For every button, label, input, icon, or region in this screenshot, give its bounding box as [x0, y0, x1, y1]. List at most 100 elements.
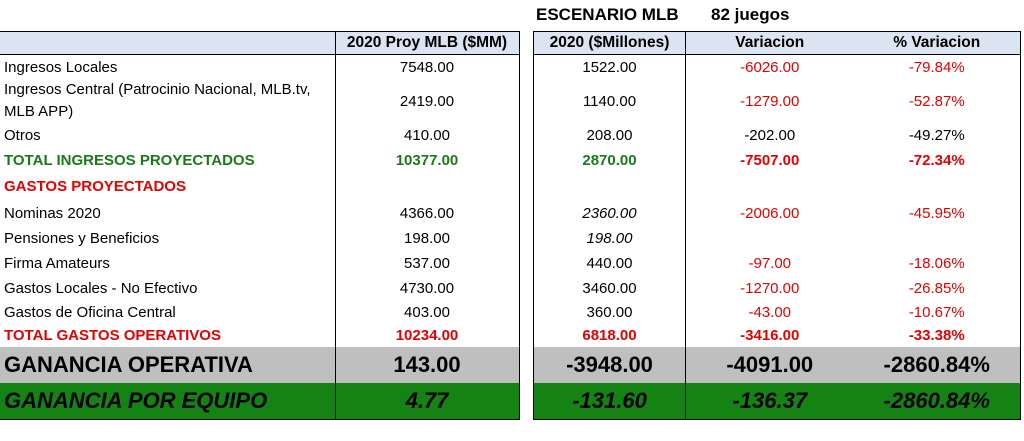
header-proj: 2020 Proy MLB ($MM)	[334, 31, 520, 55]
millones-value: 198.00	[533, 226, 686, 250]
proj-value: 10377.00	[334, 147, 520, 173]
proj-value: 10234.00	[334, 324, 520, 347]
table-row: 2870.00 -7507.00 -72.34%	[533, 147, 1021, 173]
header-pct-variacion: % Variacion	[853, 31, 1021, 55]
header-row: 2020 ($Millones) Variacion % Variacion	[533, 31, 1021, 55]
table-row: Pensiones y Beneficios 198.00	[0, 226, 520, 250]
per-team-profit-row: -131.60 -136.37 -2860.84%	[533, 383, 1021, 420]
pct-value: -2860.84%	[853, 347, 1021, 383]
table-row: Gastos de Oficina Central 403.00	[0, 300, 520, 324]
variacion-value: -7507.00	[740, 151, 800, 169]
table-row: 440.00 -97.00 -18.06%	[533, 250, 1021, 276]
variacion-value: -4091.00	[685, 347, 854, 383]
table-row: 6818.00 -3416.00 -33.38%	[533, 324, 1021, 347]
proj-value: 143.00	[334, 347, 520, 383]
row-label: Nominas 2020	[4, 204, 101, 222]
variacion-value: -1279.00	[740, 92, 800, 110]
row-label: Ingresos Central (Patrocinio Nacional, M…	[4, 81, 311, 120]
pct-value: -33.38%	[853, 324, 1021, 347]
row-label: Gastos Locales - No Efectivo	[4, 279, 198, 297]
operating-profit-row: -3948.00 -4091.00 -2860.84%	[533, 347, 1021, 383]
millones-value: 2360.00	[533, 200, 686, 226]
table-row: Otros 410.00	[0, 123, 520, 147]
table-row: 208.00 -202.00 -49.27%	[533, 123, 1021, 147]
millones-value: 6818.00	[533, 324, 686, 347]
pct-value: -79.84%	[853, 54, 1021, 79]
header-row: 2020 Proy MLB ($MM)	[0, 31, 520, 55]
proj-value: 4.77	[334, 383, 520, 420]
pct-value: -18.06%	[853, 250, 1021, 276]
table-row: Ingresos Central (Patrocinio Nacional, M…	[0, 79, 520, 123]
millones-value: -3948.00	[533, 347, 686, 383]
variacion-value: -2006.00	[740, 204, 800, 222]
variacion-value: -97.00	[748, 254, 792, 272]
scenario-table: 2020 ($Millones) Variacion % Variacion 1…	[533, 31, 1021, 420]
variacion-value: -202.00	[744, 126, 796, 144]
variacion-value: -1270.00	[740, 279, 800, 297]
variacion-value: -6026.00	[740, 58, 800, 76]
scenario-label: ESCENARIO MLB	[536, 5, 679, 24]
table-row: 198.00	[533, 226, 1021, 250]
empty-cell	[686, 226, 854, 250]
pct-value: -10.67%	[853, 300, 1021, 324]
proj-value: 403.00	[334, 300, 520, 324]
proj-value: 410.00	[334, 123, 520, 147]
row-label: TOTAL GASTOS OPERATIVOS	[4, 327, 221, 344]
projection-table: 2020 Proy MLB ($MM) Ingresos Locales 754…	[0, 31, 520, 420]
pct-value: -49.27%	[853, 123, 1021, 147]
row-label: GANANCIA POR EQUIPO	[0, 383, 335, 420]
pct-value: -2860.84%	[853, 383, 1021, 420]
pct-value: -72.34%	[853, 147, 1021, 173]
table-row: Ingresos Locales 7548.00	[0, 54, 520, 79]
table-row: TOTAL INGRESOS PROYECTADOS 10377.00	[0, 147, 520, 173]
table-row: Firma Amateurs 537.00	[0, 250, 520, 276]
millones-value: 2870.00	[533, 147, 686, 173]
proj-value: 537.00	[334, 250, 520, 276]
millones-value: 440.00	[533, 250, 686, 276]
proj-value: 4366.00	[334, 200, 520, 226]
empty-cell	[334, 173, 520, 200]
proj-value: 4730.00	[334, 276, 520, 300]
operating-profit-row: GANANCIA OPERATIVA 143.00	[0, 347, 520, 383]
variacion-value: -136.37	[685, 383, 854, 420]
row-label: GASTOS PROYECTADOS	[4, 178, 186, 195]
per-team-profit-row: GANANCIA POR EQUIPO 4.77	[0, 383, 520, 420]
table-row: Gastos Locales - No Efectivo 4730.00	[0, 276, 520, 300]
table-row: 1140.00 -1279.00 -52.87%	[533, 79, 1021, 123]
header-millones: 2020 ($Millones)	[533, 31, 686, 55]
row-label: Pensiones y Beneficios	[4, 229, 160, 247]
row-label: GANANCIA OPERATIVA	[0, 347, 335, 383]
variacion-value: -3416.00	[740, 327, 800, 344]
millones-value: 3460.00	[533, 276, 686, 300]
empty-cell	[533, 173, 686, 200]
empty-cell	[853, 173, 1021, 200]
millones-value: 1522.00	[533, 54, 686, 79]
millones-value: 1140.00	[533, 79, 686, 123]
empty-cell	[853, 226, 1021, 250]
table-row: GASTOS PROYECTADOS	[0, 173, 520, 200]
pct-value: -26.85%	[853, 276, 1021, 300]
proj-value: 7548.00	[334, 54, 520, 79]
scenario-games: 82 juegos	[711, 5, 790, 24]
table-row: Nominas 2020 4366.00	[0, 200, 520, 226]
table-row: 1522.00 -6026.00 -79.84%	[533, 54, 1021, 79]
header-label-cell	[0, 31, 335, 55]
proj-value: 2419.00	[334, 79, 520, 123]
row-label: Ingresos Locales	[4, 58, 118, 76]
table-row: 2360.00 -2006.00 -45.95%	[533, 200, 1021, 226]
millones-value: 208.00	[533, 123, 686, 147]
proj-value: 198.00	[334, 226, 520, 250]
row-label: Gastos de Oficina Central	[4, 303, 176, 321]
pct-value: -52.87%	[853, 79, 1021, 123]
table-row: TOTAL GASTOS OPERATIVOS 10234.00	[0, 324, 520, 347]
header-variacion: Variacion	[685, 31, 854, 55]
row-label: TOTAL INGRESOS PROYECTADOS	[4, 151, 255, 169]
millones-value: -131.60	[533, 383, 686, 420]
table-row	[533, 173, 1021, 200]
row-label: Otros	[4, 126, 41, 144]
row-label: Firma Amateurs	[4, 254, 110, 272]
table-row: 360.00 -43.00 -10.67%	[533, 300, 1021, 324]
millones-value: 360.00	[533, 300, 686, 324]
variacion-value: -43.00	[748, 303, 792, 321]
empty-cell	[686, 173, 854, 200]
